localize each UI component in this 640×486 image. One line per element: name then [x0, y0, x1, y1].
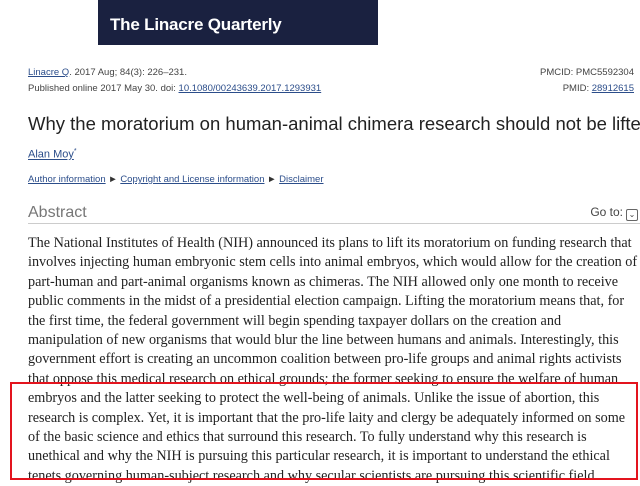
- goto-menu[interactable]: Go to: ⌄: [590, 205, 638, 221]
- abstract-line: unethical and why the NIH is pursuing th…: [28, 448, 610, 465]
- abstract-line: part-human and part-animal organisms kno…: [28, 273, 619, 290]
- journal-link[interactable]: Linacre Q: [28, 67, 70, 78]
- author-link[interactable]: Alan Moy: [28, 148, 74, 161]
- article-title: Why the moratorium on human-animal chime…: [28, 113, 640, 134]
- disclaimer-link[interactable]: Disclaimer: [279, 174, 324, 185]
- citation-details: . 2017 Aug; 84(3): 226–231.: [69, 67, 187, 78]
- article-info-links: Author information ► Copyright and Licen…: [28, 174, 324, 185]
- copyright-link[interactable]: Copyright and License information: [120, 174, 265, 185]
- abstract-line: involves injecting human embryonic stem …: [28, 254, 638, 271]
- abstract-line: embryos and the latter seeking to protec…: [28, 390, 600, 407]
- pmcid: PMCID: PMC5592304: [540, 67, 634, 78]
- pmid-link[interactable]: 28912615: [591, 83, 634, 94]
- published-label: Published online 2017 May 30. doi:: [28, 83, 179, 94]
- journal-banner: The Linacre Quarterly: [98, 0, 378, 45]
- abstract-line: government effort is creating an uncommo…: [28, 351, 622, 368]
- pmid-line: PMID: 28912615: [563, 83, 634, 94]
- pmid-label: PMID:: [562, 83, 592, 94]
- author-mark[interactable]: *: [73, 148, 77, 155]
- author-line: Alan Moy*: [28, 148, 77, 161]
- separator-arrow-icon: ►: [105, 174, 121, 185]
- highlight-box: [10, 382, 638, 480]
- citation-line: Linacre Q. 2017 Aug; 84(3): 226–231.: [28, 67, 187, 78]
- separator-arrow-icon: ►: [264, 174, 280, 185]
- abstract-line: of the basic science and ethics that sur…: [28, 429, 587, 446]
- abstract-line: manipulation of new organisms that would…: [28, 332, 619, 349]
- abstract-line: public comments in the midst of a presid…: [28, 293, 625, 310]
- abstract-line: The National Institutes of Health (NIH) …: [28, 235, 632, 251]
- goto-label: Go to:: [590, 205, 623, 219]
- chevron-down-icon[interactable]: ⌄: [626, 209, 638, 221]
- abstract-line: the first time, the federal government w…: [28, 312, 562, 329]
- heading-divider: [28, 223, 640, 224]
- abstract-heading: Abstract: [28, 204, 87, 221]
- journal-banner-text: The Linacre Quarterly: [110, 15, 282, 34]
- doi-link[interactable]: 10.1080/00243639.2017.1293931: [178, 83, 322, 94]
- published-line: Published online 2017 May 30. doi: 10.10…: [28, 83, 321, 94]
- abstract-line: research is complex. Yet, it is importan…: [28, 409, 626, 426]
- author-information-link[interactable]: Author information: [28, 174, 106, 185]
